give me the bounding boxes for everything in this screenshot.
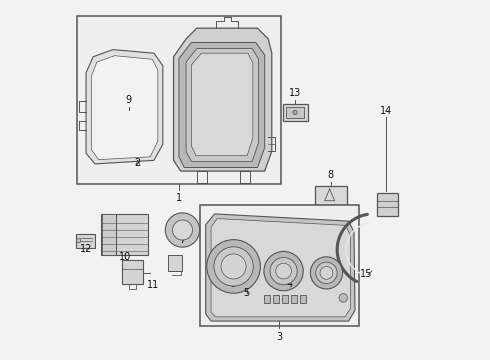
Circle shape — [339, 294, 347, 302]
Circle shape — [264, 251, 303, 291]
Polygon shape — [86, 50, 163, 164]
FancyBboxPatch shape — [315, 186, 347, 205]
Text: 1: 1 — [176, 193, 182, 203]
Text: 8: 8 — [328, 170, 334, 180]
FancyBboxPatch shape — [101, 214, 148, 255]
Circle shape — [320, 266, 333, 279]
FancyBboxPatch shape — [76, 234, 95, 248]
Polygon shape — [92, 56, 158, 159]
FancyBboxPatch shape — [200, 205, 359, 327]
Circle shape — [276, 263, 292, 279]
Circle shape — [207, 240, 260, 293]
FancyBboxPatch shape — [264, 296, 270, 303]
Circle shape — [316, 262, 337, 284]
Circle shape — [165, 213, 199, 247]
FancyBboxPatch shape — [77, 16, 281, 184]
Circle shape — [76, 239, 81, 243]
Circle shape — [293, 111, 297, 114]
Circle shape — [214, 247, 253, 286]
FancyBboxPatch shape — [282, 296, 288, 303]
Text: 6: 6 — [229, 279, 236, 289]
Text: 10: 10 — [119, 252, 131, 262]
Circle shape — [172, 220, 193, 240]
Text: 11: 11 — [147, 280, 160, 290]
FancyBboxPatch shape — [291, 296, 297, 303]
Circle shape — [221, 254, 246, 279]
Text: 12: 12 — [79, 244, 92, 254]
Circle shape — [270, 257, 297, 285]
Polygon shape — [186, 49, 259, 161]
Text: 13: 13 — [289, 88, 301, 98]
Polygon shape — [192, 53, 253, 156]
FancyBboxPatch shape — [273, 296, 279, 303]
FancyBboxPatch shape — [377, 193, 398, 216]
Text: 4: 4 — [287, 279, 293, 289]
Text: 15: 15 — [360, 269, 372, 279]
Text: 9: 9 — [126, 95, 132, 105]
Polygon shape — [179, 42, 265, 167]
Circle shape — [310, 257, 343, 289]
Text: 5: 5 — [244, 288, 250, 298]
Text: 3: 3 — [276, 332, 282, 342]
Polygon shape — [211, 219, 350, 317]
Polygon shape — [173, 28, 272, 171]
Text: 7: 7 — [179, 235, 186, 245]
FancyBboxPatch shape — [300, 296, 306, 303]
FancyBboxPatch shape — [283, 104, 308, 121]
Text: 14: 14 — [380, 105, 392, 116]
Polygon shape — [206, 214, 355, 321]
Text: 2: 2 — [135, 158, 141, 168]
FancyBboxPatch shape — [287, 107, 304, 118]
FancyBboxPatch shape — [122, 260, 143, 284]
FancyBboxPatch shape — [168, 255, 182, 271]
FancyBboxPatch shape — [102, 214, 116, 255]
